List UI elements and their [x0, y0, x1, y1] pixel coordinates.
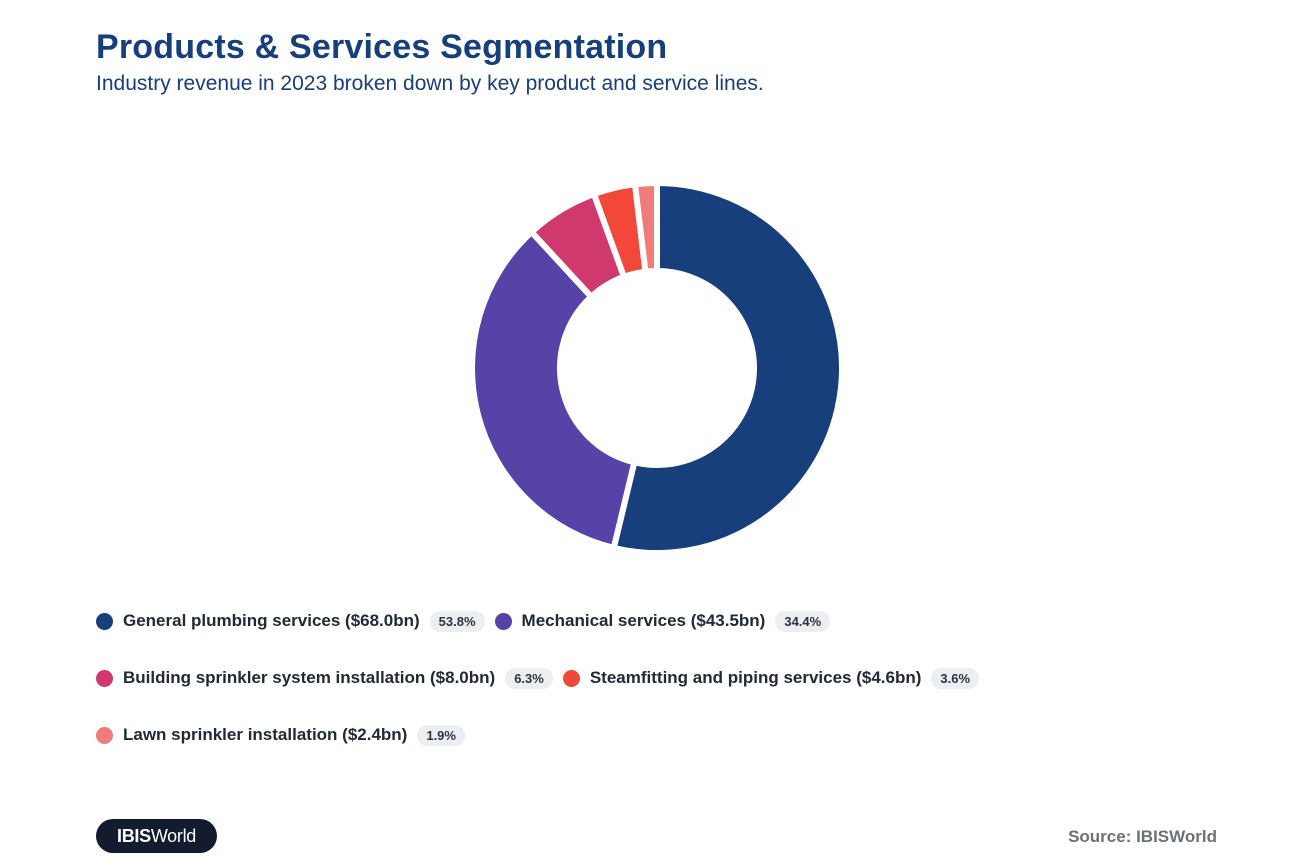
logo-text-normal: World: [150, 825, 196, 846]
legend-label: General plumbing services ($68.0bn): [123, 611, 420, 630]
logo-text-bold: IBIS: [117, 825, 151, 846]
donut-slice-5: [631, 179, 660, 276]
donut-slice-2: [469, 227, 638, 552]
chart-title: Products & Services Segmentation: [96, 28, 668, 66]
legend-label: Mechanical services ($43.5bn): [521, 611, 766, 630]
legend-swatch: [494, 612, 512, 630]
legend-item-mechanical: Mechanical services ($43.5bn) 34.4%: [494, 610, 831, 632]
legend-item-building-sprinkler: Building sprinkler system installation (…: [96, 667, 553, 689]
donut-chart: [469, 179, 845, 556]
legend-label: Building sprinkler system installation (…: [123, 668, 496, 687]
legend-label: Steamfitting and piping services ($4.6bn…: [589, 668, 922, 687]
donut-slice-1: [610, 179, 845, 556]
source-note: Source: IBISWorld: [1068, 827, 1217, 846]
legend-item-lawn-sprinkler: Lawn sprinkler installation ($2.4bn) 1.9…: [96, 724, 465, 746]
legend-row: Building sprinkler system installation (…: [96, 663, 1196, 693]
legend-swatch: [96, 612, 113, 630]
legend-label: Lawn sprinkler installation ($2.4bn): [123, 725, 408, 744]
legend-row: General plumbing services ($68.0bn) 53.8…: [96, 606, 1196, 636]
legend-item-general-plumbing: General plumbing services ($68.0bn) 53.8…: [96, 610, 485, 632]
percent-badge: 6.3%: [505, 667, 553, 689]
legend-swatch: [562, 669, 580, 687]
legend-swatch: [96, 726, 113, 744]
chart-subtitle: Industry revenue in 2023 broken down by …: [96, 72, 764, 95]
legend-swatch: [96, 669, 113, 687]
ibisworld-logo: IBIS World: [96, 819, 217, 853]
percent-badge: 34.4%: [775, 610, 831, 632]
percent-badge: 53.8%: [429, 610, 485, 632]
legend-row: Lawn sprinkler installation ($2.4bn) 1.9…: [96, 720, 1196, 750]
legend-item-steamfitting: Steamfitting and piping services ($4.6bn…: [562, 667, 980, 689]
percent-badge: 1.9%: [417, 724, 465, 746]
legend: General plumbing services ($68.0bn) 53.8…: [96, 606, 1196, 777]
percent-badge: 3.6%: [931, 667, 980, 689]
